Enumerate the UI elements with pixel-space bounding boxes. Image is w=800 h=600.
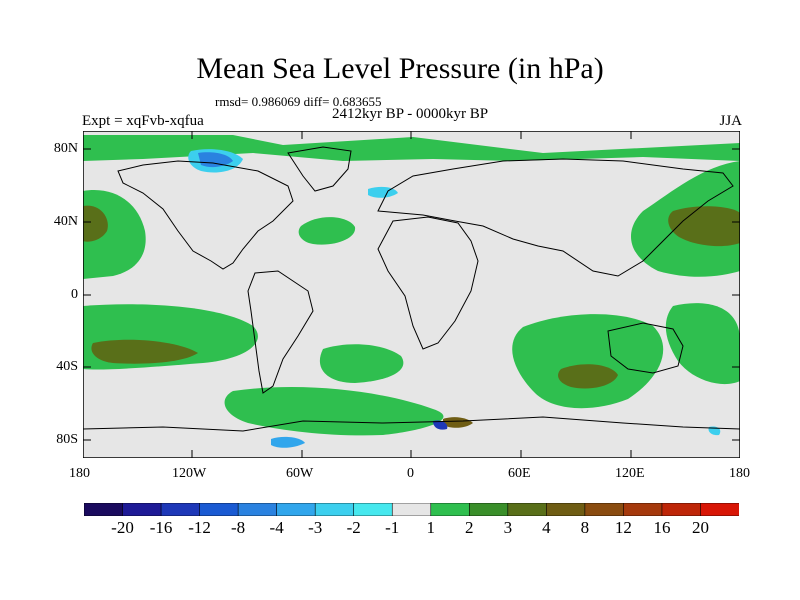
y-tick-80N: 80N — [53, 141, 78, 156]
x-tick-180-left: 180 — [69, 466, 90, 481]
coastlines — [83, 146, 740, 432]
colorbar-swatch — [430, 503, 471, 516]
colorbar-swatch — [623, 503, 663, 516]
colorbar-label: -12 — [188, 518, 211, 537]
neg-region-antarctica — [271, 436, 305, 448]
colorbar-label: 2 — [465, 518, 474, 537]
y-tick-equator: 0 — [71, 287, 78, 302]
coast-greenland — [287, 146, 352, 192]
pos-region-indian-ocean — [512, 314, 664, 409]
y-tick-40S: 40S — [56, 359, 78, 374]
season-label: JJA — [719, 113, 742, 129]
strong-pos-south-pacific — [91, 339, 198, 364]
colorbar-swatch — [353, 503, 394, 516]
anomaly-fill-strong-positive — [83, 205, 740, 428]
colorbar-label: 4 — [542, 518, 551, 537]
pos-region-north-atlantic — [298, 217, 356, 245]
colorbar-label: 8 — [580, 518, 590, 537]
x-tick-60E: 60E — [508, 466, 531, 481]
coast-africa — [377, 216, 479, 350]
colorbar-swatch — [468, 503, 509, 516]
colorbar-label: 20 — [691, 518, 709, 537]
colorbar-label: 12 — [614, 518, 632, 537]
colorbar-swatch — [584, 503, 625, 516]
strong-pos-antarctic-coast — [443, 417, 473, 428]
y-tick-40N: 40N — [53, 214, 78, 229]
colorbar-label: -1 — [385, 518, 400, 537]
colorbar-label: -8 — [231, 518, 246, 537]
plot-title: Mean Sea Level Pressure (in hPa) — [196, 52, 604, 85]
neg-region-greenland-core — [198, 152, 233, 168]
strong-pos-indian-ocean — [558, 364, 618, 389]
experiment-label: Expt = xqFvb-xqfua — [82, 113, 204, 129]
stats-line: rmsd= 0.986069 diff= 0.683655 — [215, 94, 382, 109]
colorbar-swatch — [661, 503, 702, 516]
colorbar-label: -2 — [346, 518, 361, 537]
y-tick-80S: 80S — [56, 432, 78, 447]
colorbar-swatch — [237, 503, 278, 516]
colorbar-swatch — [276, 503, 316, 516]
neg-region-antarctic-coast — [433, 420, 448, 430]
strong-pos-north-pacific-west — [668, 206, 740, 247]
coast-australia — [607, 322, 684, 374]
colorbar-label: -16 — [149, 518, 173, 537]
colorbar-swatch — [84, 503, 124, 516]
pressure-map — [83, 131, 740, 458]
period-label: 2412kyr BP - 0000kyr BP — [331, 106, 489, 122]
colorbar-swatch — [700, 503, 739, 516]
map-ticks — [83, 131, 740, 458]
colorbar-swatch — [122, 503, 162, 516]
x-tick-120W: 120W — [172, 466, 207, 481]
coast-north-america — [117, 160, 294, 270]
x-tick-180-right: 180 — [729, 466, 750, 481]
x-tick-120E: 120E — [615, 466, 645, 481]
colorbar-label: -20 — [111, 518, 134, 537]
pos-region-arctic — [83, 135, 740, 161]
colorbar-label: 1 — [426, 518, 436, 537]
pos-region-south-atlantic — [319, 344, 404, 383]
pos-region-australia-east — [665, 303, 740, 385]
x-tick-0: 0 — [407, 466, 414, 481]
colorbar-swatch — [199, 503, 239, 516]
colorbar — [84, 503, 739, 516]
coast-eurasia — [377, 158, 734, 277]
colorbar-swatch — [314, 503, 355, 516]
colorbar-label: 3 — [503, 518, 513, 537]
colorbar-swatch — [507, 503, 548, 516]
strong-pos-north-pacific-east — [83, 205, 108, 242]
colorbar-swatch — [546, 503, 586, 516]
coast-south-america — [247, 270, 314, 394]
colorbar-label: -4 — [269, 518, 284, 537]
coast-antarctica — [83, 416, 740, 432]
colorbar-swatch — [160, 503, 201, 516]
colorbar-label: -3 — [308, 518, 323, 537]
x-tick-60W: 60W — [286, 466, 314, 481]
colorbar-label: 16 — [653, 518, 671, 537]
colorbar-swatch — [391, 503, 432, 516]
